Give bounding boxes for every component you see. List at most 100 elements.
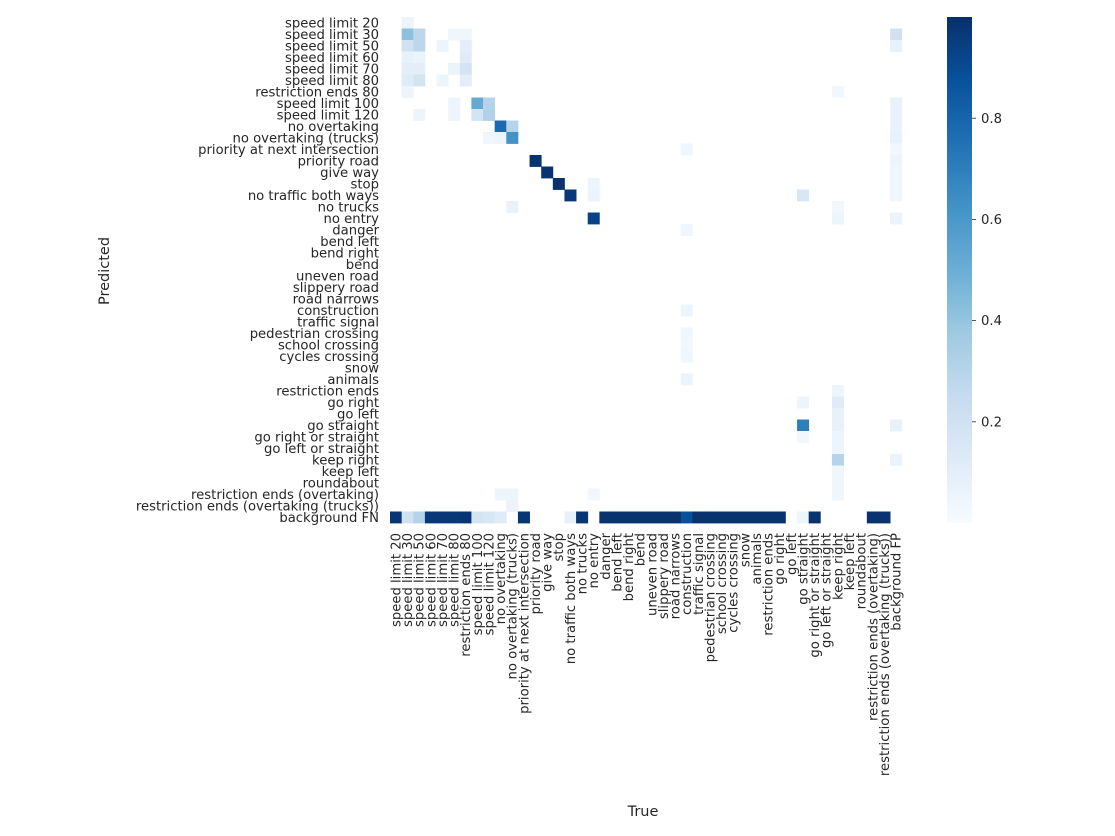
heatmap-cell (831, 488, 844, 501)
x-tick-label: speed limit 70 (436, 533, 451, 627)
x-tick-label: slippery road (657, 533, 672, 619)
heatmap-cell (401, 28, 414, 41)
heatmap-cell (436, 40, 449, 52)
x-tick-label: speed limit 120 (482, 533, 497, 635)
heatmap-cell (424, 511, 437, 524)
heatmap-cell (401, 40, 414, 52)
heatmap-cell (483, 511, 496, 524)
y-tick-label: speed limit 20 (285, 16, 379, 31)
heatmap-cell (634, 511, 647, 524)
x-tick-label: roundabout (855, 533, 870, 609)
heatmap-cell (831, 477, 844, 489)
heatmap-cells (390, 17, 903, 524)
heatmap-cell (727, 511, 740, 524)
heatmap-cell (448, 63, 461, 75)
heatmap-cell (459, 74, 472, 87)
heatmap-cell (704, 511, 717, 524)
heatmap-cell (750, 511, 763, 524)
y-tick-label: uneven road (296, 269, 379, 284)
heatmap-cell (831, 465, 844, 478)
y-tick-label: school crossing (278, 338, 379, 353)
heatmap-cell (680, 350, 693, 363)
heatmap-cell (494, 511, 507, 524)
heatmap-cell (448, 109, 461, 121)
heatmap-cell (541, 166, 554, 179)
heatmap-cell (401, 51, 414, 64)
x-tick-label: background FP (890, 533, 905, 631)
x-tick-label: speed limit 80 (448, 533, 463, 627)
y-tick-label: bend right (311, 246, 379, 261)
heatmap-cell (506, 488, 519, 501)
x-tick-label: traffic signal (692, 533, 707, 615)
heatmap-cell (401, 63, 414, 75)
y-tick-label: speed limit 120 (277, 108, 379, 123)
heatmap-cell (471, 511, 484, 524)
y-tick-label: go right (327, 396, 379, 411)
heatmap-cell (413, 511, 426, 524)
y-tick-label: construction (297, 304, 379, 319)
heatmap-cell (483, 109, 496, 121)
y-tick-label: go left or straight (264, 442, 379, 457)
heatmap-cell (494, 488, 507, 501)
heatmap-cell (890, 40, 903, 52)
x-tick-label: give way (541, 533, 556, 592)
heatmap-cell (797, 431, 810, 443)
heatmap-cell (506, 132, 519, 144)
y-tick-label: speed limit 50 (285, 39, 379, 54)
heatmap-cell (506, 120, 519, 133)
x-tick-label: go straight (796, 533, 811, 605)
heatmap-cell (797, 419, 810, 432)
heatmap-cell (890, 454, 903, 466)
heatmap-cell (657, 511, 670, 524)
x-tick-label: pedestrian crossing (703, 533, 718, 662)
heatmap-cell (680, 327, 693, 340)
x-tick-label: speed limit 30 (401, 533, 416, 627)
heatmap-cell (890, 178, 903, 190)
x-tick-label: no overtaking (494, 533, 509, 624)
heatmap-cell (610, 511, 623, 524)
x-tick-label: speed limit 100 (471, 533, 486, 635)
x-tick-label: animals (750, 533, 765, 585)
heatmap-cell (831, 385, 844, 397)
x-tick-label: stop (552, 533, 567, 561)
heatmap-cell (390, 511, 403, 524)
y-tick-label: danger (332, 223, 379, 238)
x-tick-label: keep right (831, 533, 846, 600)
heatmap-cell (587, 488, 600, 501)
x-tick-label: construction (680, 533, 695, 615)
heatmap-cell (599, 511, 612, 524)
heatmap-cell (459, 28, 472, 41)
x-tick-label: restriction ends (overtaking (trucks)) (878, 533, 893, 776)
heatmap-cell (436, 74, 449, 87)
x-tick-label: speed limit 50 (413, 533, 428, 627)
heatmap-cell (448, 97, 461, 110)
heatmap-cell (773, 511, 786, 524)
x-tick-label: bend right (622, 533, 637, 601)
heatmap-cell (587, 189, 600, 202)
x-tick-label: no trucks (576, 533, 591, 594)
heatmap-cell (680, 373, 693, 386)
heatmap-cell (762, 511, 775, 524)
y-tick-label: restriction ends 80 (255, 85, 379, 100)
x-tick-label: speed limit 20 (389, 533, 404, 627)
y-tick-label: go straight (307, 419, 379, 434)
heatmap-cell (680, 339, 693, 351)
y-tick-label: keep right (312, 453, 379, 468)
heatmap-cell (831, 454, 844, 466)
y-tick-label: bend left (320, 235, 379, 250)
y-tick-label: stop (351, 177, 379, 192)
y-tick-label: traffic signal (297, 315, 379, 330)
y-tick-label: slippery road (293, 281, 379, 296)
y-tick-label: no overtaking (288, 120, 379, 135)
y-axis-title: Predicted (97, 237, 113, 305)
heatmap-cell (831, 442, 844, 455)
heatmap-cell (890, 28, 903, 41)
heatmap-cell (413, 74, 426, 87)
heatmap-cell (738, 511, 751, 524)
x-tick-label: bend left (610, 533, 625, 592)
heatmap-cell (413, 28, 426, 41)
heatmap-cell (831, 212, 844, 225)
x-tick-label: keep left (843, 533, 858, 590)
heatmap-cell (680, 143, 693, 156)
